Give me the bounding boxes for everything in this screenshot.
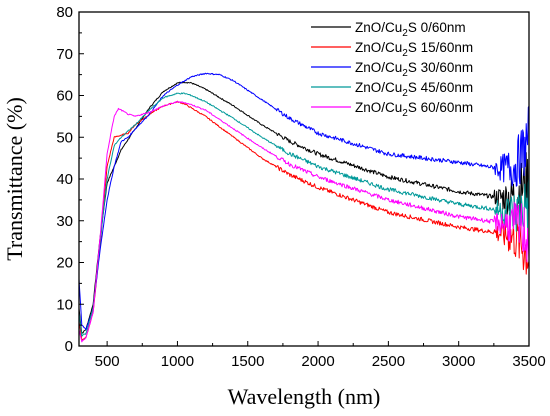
y-tick-label: 0 [65, 338, 73, 355]
legend-label: ZnO/Cu2S 15/60nm [355, 40, 473, 59]
x-tick-label: 1500 [231, 353, 264, 370]
series-line-1 [79, 81, 529, 334]
series-line-2 [79, 100, 529, 341]
legend-label: ZnO/Cu2S 45/60nm [355, 80, 473, 99]
x-tick-label: 3500 [512, 353, 545, 370]
y-axis-title: Transmittance (%) [2, 97, 27, 261]
y-tick-label: 10 [56, 296, 73, 313]
ticks-layer: 0 10 20 30 40 50 60 70 80 500 1000 1500 2000 2500 3000… [56, 4, 545, 370]
series-line-3 [79, 72, 529, 331]
legend-label: ZnO/Cu2S 0/60nm [355, 20, 466, 39]
y-tick-label: 20 [56, 255, 73, 272]
legend-label: ZnO/Cu2S 30/60nm [355, 60, 473, 79]
legend-label: ZnO/Cu2S 60/60nm [355, 100, 473, 119]
y-tick-label: 60 [56, 88, 73, 105]
y-tick-label: 30 [56, 213, 73, 230]
y-tick-label: 50 [56, 129, 73, 146]
x-axis-title: Wavelength (nm) [228, 384, 381, 409]
series-line-4 [79, 92, 529, 337]
x-tick-label: 3000 [442, 353, 475, 370]
series-line-5 [79, 101, 529, 343]
x-tick-label: 2000 [301, 353, 334, 370]
y-tick-label: 70 [56, 46, 73, 63]
x-tick-label: 1000 [161, 353, 194, 370]
x-tick-label: 500 [95, 353, 120, 370]
y-tick-label: 80 [56, 4, 73, 21]
x-tick-label: 2500 [372, 353, 405, 370]
series-layer [79, 72, 529, 343]
y-tick-label: 40 [56, 171, 73, 188]
